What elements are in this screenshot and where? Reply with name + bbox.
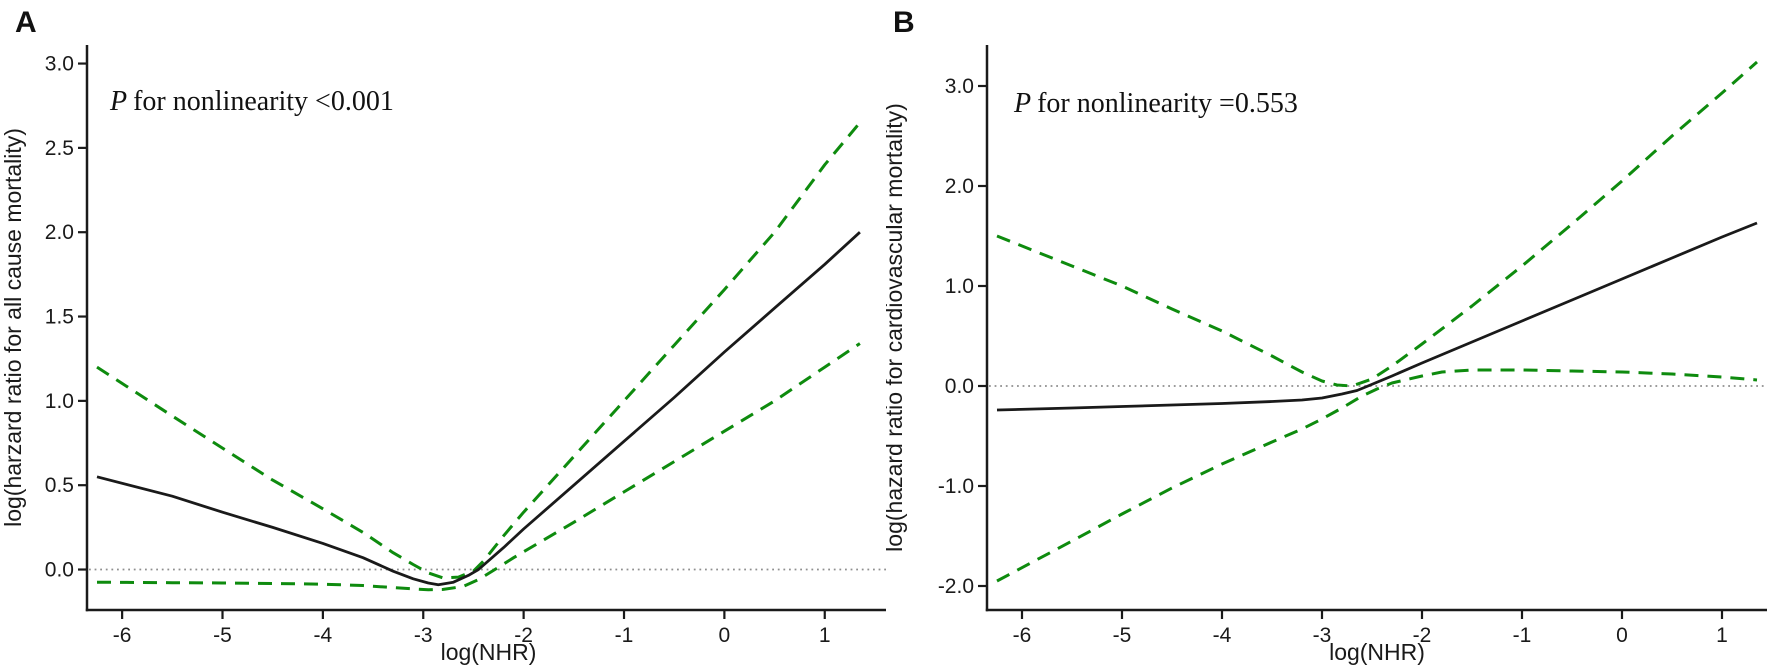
- p-symbol: P: [1014, 88, 1032, 119]
- panel-b-label: B: [893, 6, 915, 39]
- y-tick-label: 1.5: [45, 306, 74, 329]
- y-tick-label: 3.0: [945, 75, 974, 98]
- panel-b-chart: -6 -5 -4 -3 -2 -1 0 1 -2.0 -1.0 0.0 1.0 2.0 3.0 log(NH…: [886, 45, 1767, 665]
- y-axis-title: log(hazard ratio for cardiovascular mort…: [886, 103, 907, 552]
- x-axis-title: log(NHR): [1329, 639, 1425, 665]
- x-tick-label: -2: [1413, 624, 1432, 647]
- x-axis-title: log(NHR): [441, 639, 537, 665]
- annotation-text: for nonlinearity =0.553: [1037, 88, 1298, 119]
- x-tick-label: -3: [1313, 624, 1332, 647]
- x-tick-label: -2: [514, 624, 533, 647]
- y-tick-label: 1.0: [45, 390, 74, 413]
- x-tick-label: -6: [113, 624, 132, 647]
- p-symbol: P: [110, 86, 128, 117]
- series-upper-confidence-limit: [996, 60, 1758, 388]
- y-tick-label: -1.0: [938, 475, 974, 498]
- x-tick-label: -6: [1013, 624, 1032, 647]
- series-hazard-estimate: [96, 231, 861, 587]
- x-tick-label: -3: [414, 624, 433, 647]
- panel-a-label: A: [15, 6, 37, 39]
- y-tick-label: 3.0: [45, 53, 74, 76]
- series-upper-confidence-limit: [96, 121, 862, 580]
- x-tick-label: 0: [719, 624, 731, 647]
- series-lower-confidence-limit: [996, 368, 1758, 583]
- annotation-text: for nonlinearity <0.001: [133, 86, 394, 117]
- x-tick-label: -4: [314, 624, 333, 647]
- x-tick-label: 1: [1716, 624, 1728, 647]
- series-hazard-estimate: [996, 221, 1758, 412]
- x-tick-label: 1: [819, 624, 831, 647]
- y-axis-title: log(harzard ratio for all cause mortalit…: [0, 128, 26, 527]
- panel-a: -6 -5 -4 -3 -2 -1 0 1 0.0 0.5 1.0 1.5 2.0 2.5 3.0 log(N…: [0, 6, 886, 665]
- y-tick-label: 2.0: [45, 221, 74, 244]
- panel-a-chart: -6 -5 -4 -3 -2 -1 0 1 0.0 0.5 1.0 1.5 2.0 2.5 3.0 log(N…: [0, 45, 886, 665]
- y-tick-label: 0.5: [45, 474, 74, 497]
- x-tick-label: -1: [615, 624, 634, 647]
- x-tick-label: -4: [1213, 624, 1232, 647]
- y-tick-label: 2.5: [45, 137, 74, 160]
- x-tick-label: -5: [213, 624, 232, 647]
- x-tick-label: -5: [1113, 624, 1132, 647]
- y-tick-label: 0.0: [45, 559, 74, 582]
- y-tick-label: 0.0: [945, 375, 974, 398]
- x-tick-label: 0: [1616, 624, 1628, 647]
- y-tick-label: 1.0: [945, 275, 974, 298]
- panel-b: -6 -5 -4 -3 -2 -1 0 1 -2.0 -1.0 0.0 1.0 2.0 3.0 log(NH…: [886, 0, 1772, 671]
- x-tick-label: -1: [1513, 624, 1532, 647]
- y-tick-label: 2.0: [945, 175, 974, 198]
- y-tick-label: -2.0: [938, 575, 974, 598]
- series-lower-confidence-limit: [96, 342, 861, 592]
